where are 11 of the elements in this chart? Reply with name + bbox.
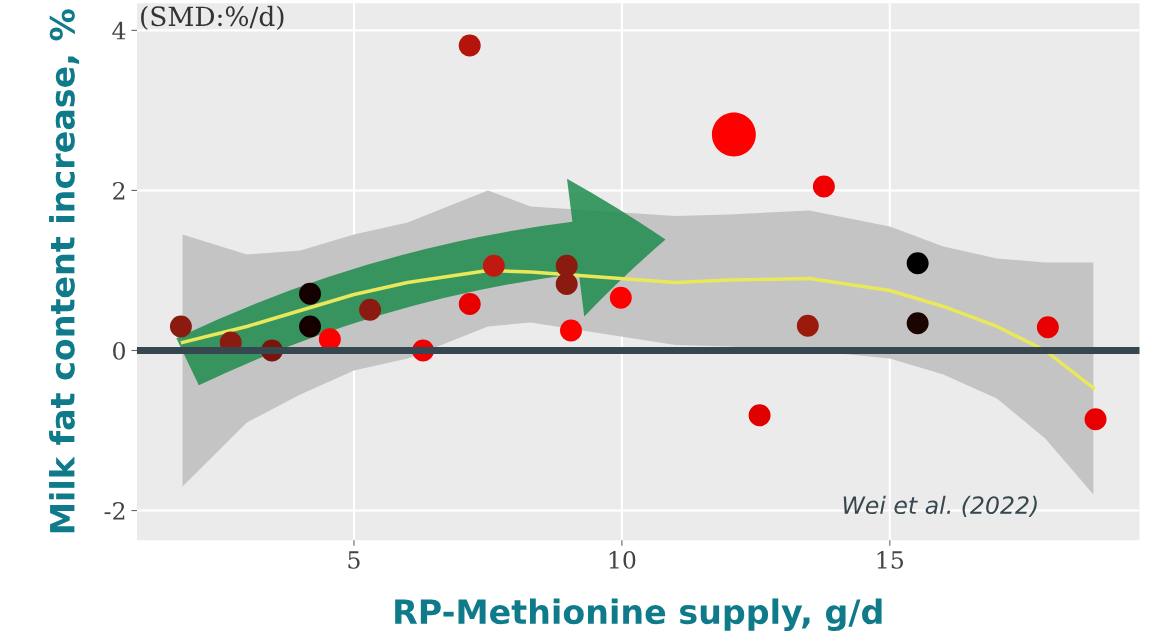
annotation: (SMD:%/d) — [141, 5, 284, 31]
y-tick-label: -2 — [104, 502, 125, 520]
annotation: Wei et al. (2022) — [843, 495, 1037, 517]
x-tick-label: 5 — [348, 551, 360, 569]
y-tick-label: 2 — [113, 181, 125, 200]
x-axis-title: RP-Methionine supply, g/d — [395, 598, 882, 631]
y-axis-title: Milk fat content increase, % — [49, 9, 80, 533]
y-tick-label: 4 — [112, 21, 126, 40]
y-tick-label: 0 — [113, 341, 125, 360]
x-tick-label: 15 — [877, 551, 903, 569]
x-tick-label: 10 — [609, 551, 636, 569]
